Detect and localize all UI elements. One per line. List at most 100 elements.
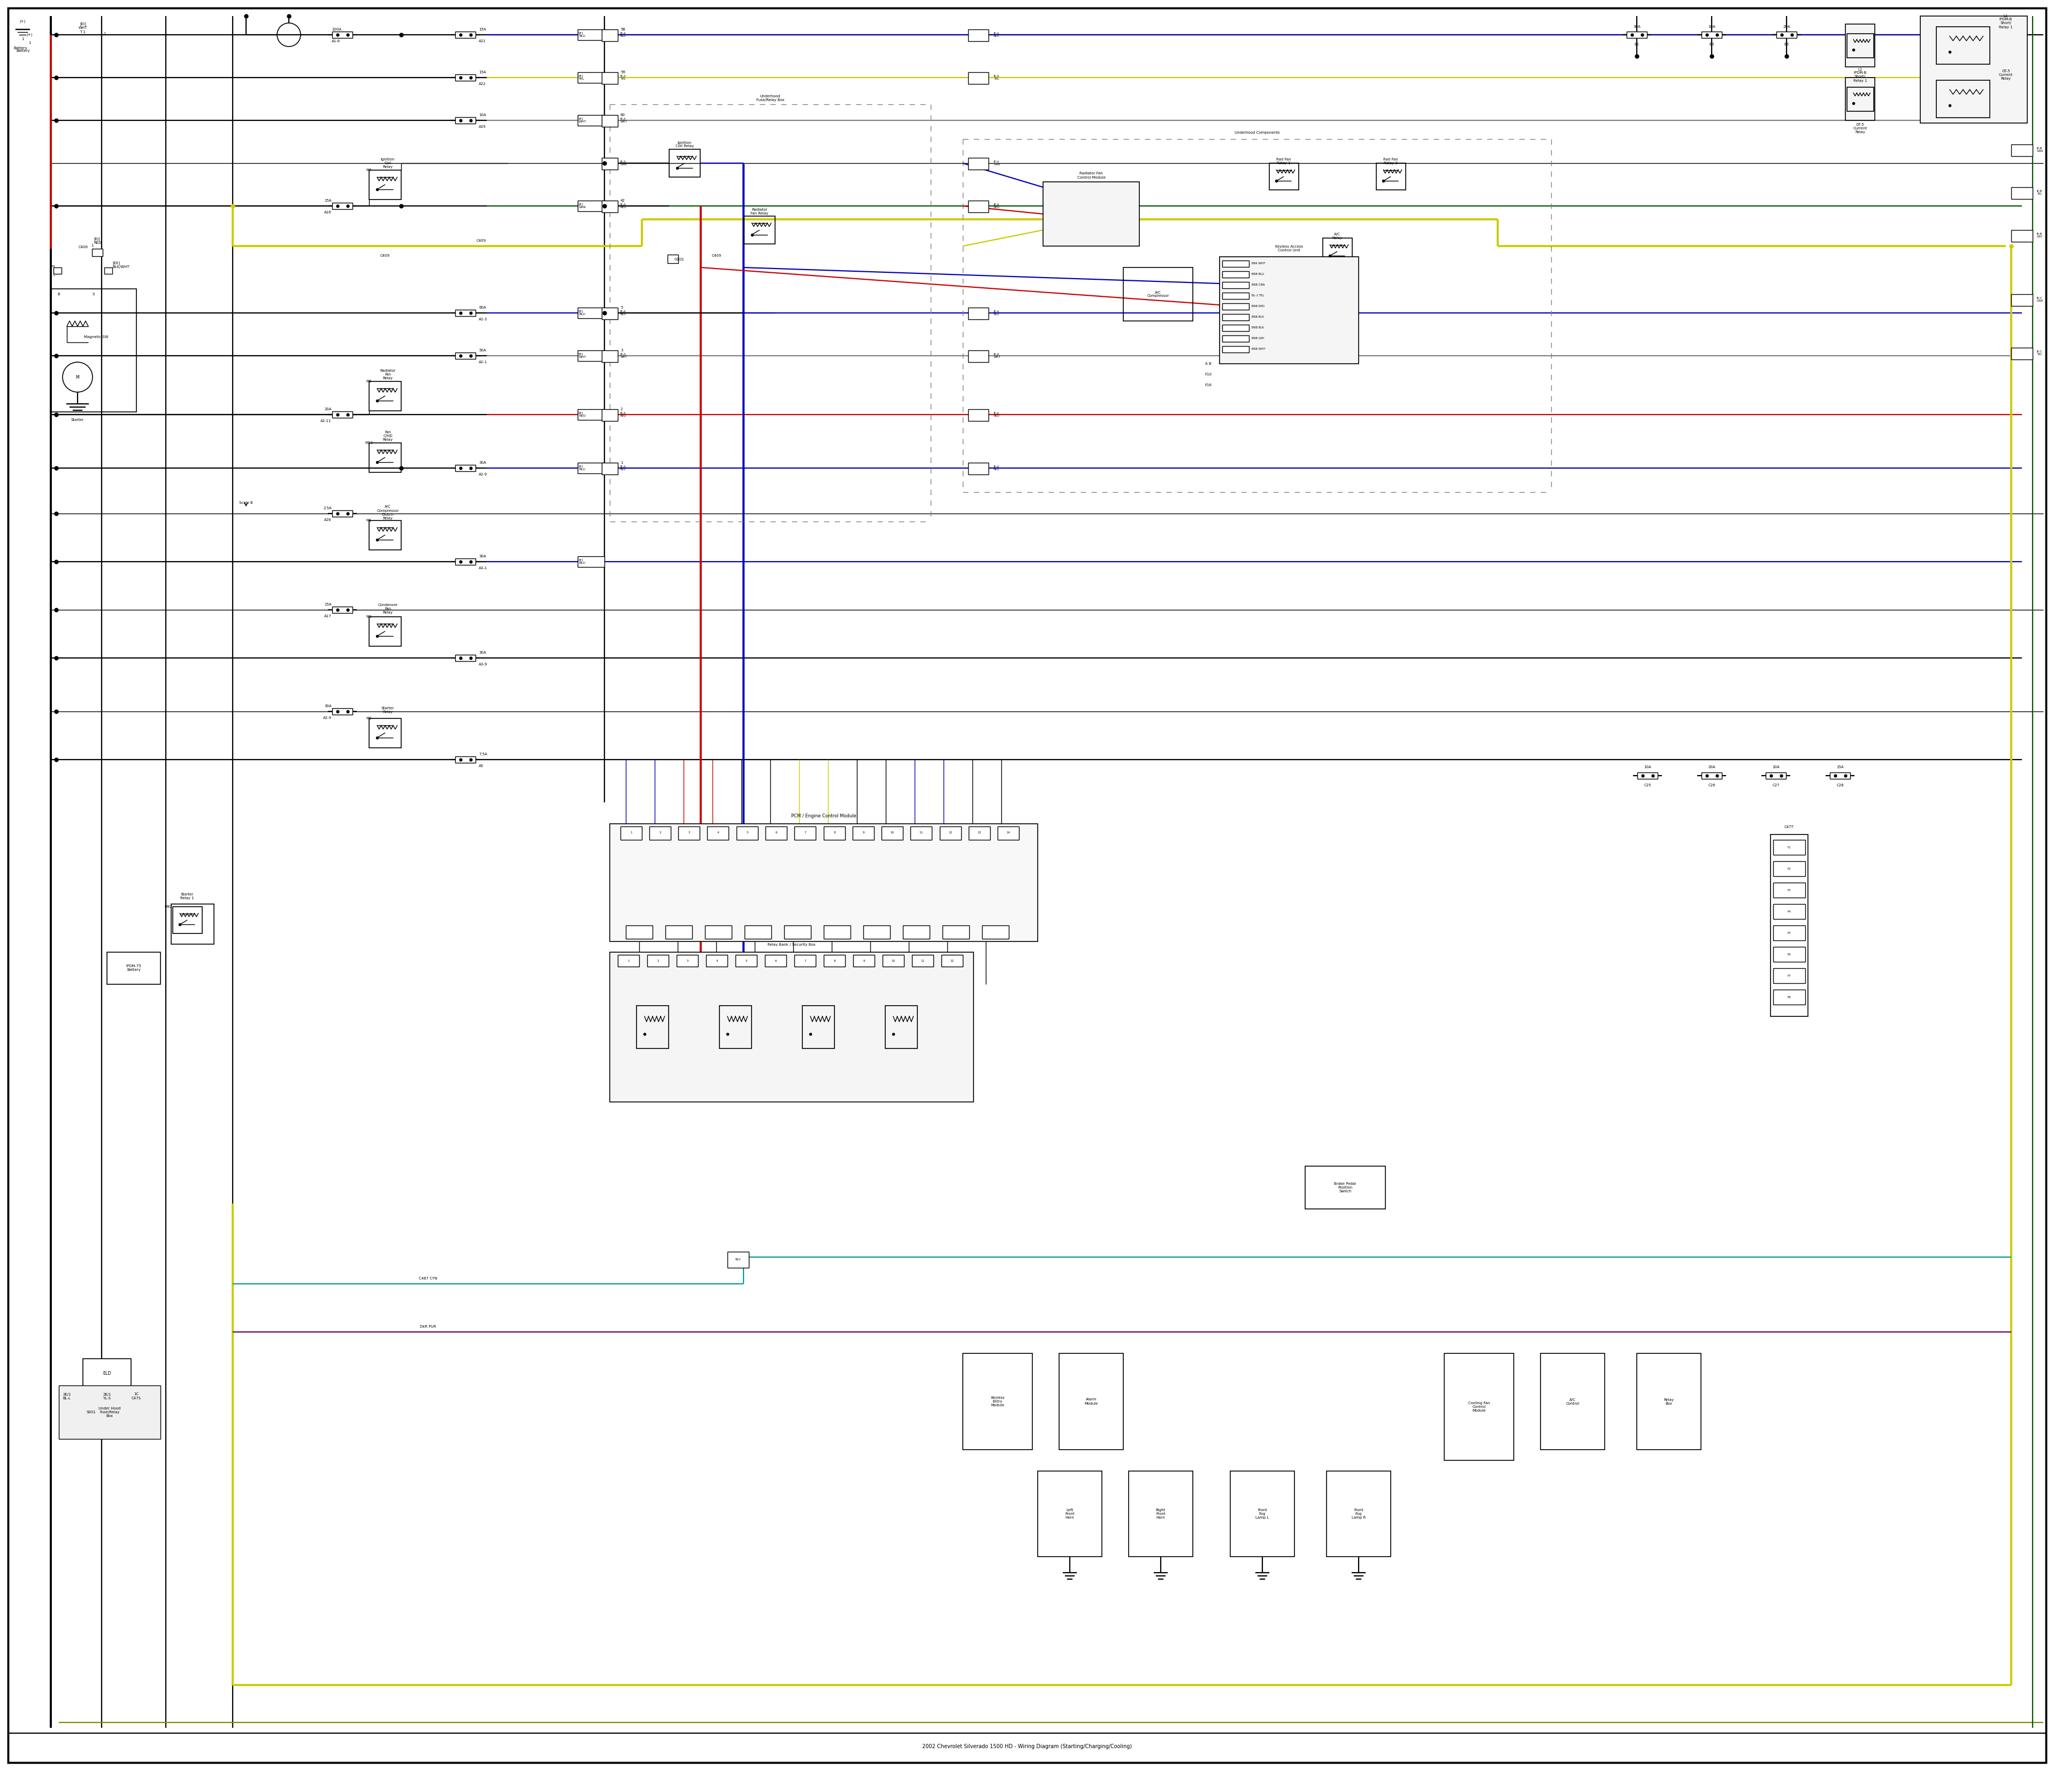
Text: IE-A
RED: IE-A RED: [994, 202, 1000, 210]
Text: IE-A
BLU: IE-A BLU: [620, 310, 626, 315]
Text: B: B: [58, 292, 60, 296]
Text: [EJ]
RED: [EJ] RED: [94, 237, 101, 244]
Bar: [333, 511, 353, 516]
Text: IE-A
BLU: IE-A BLU: [620, 466, 626, 471]
Text: 2: 2: [620, 407, 622, 410]
Text: 1: 1: [620, 461, 622, 464]
Bar: [602, 351, 618, 362]
Text: C406: C406: [78, 246, 88, 249]
Text: [E]
GRN: [E] GRN: [579, 202, 585, 210]
Text: BRB BLU: BRB BLU: [1251, 272, 1263, 276]
Text: F10: F10: [1204, 373, 1212, 376]
Text: BLU: BLU: [735, 1258, 741, 1262]
Bar: [719, 1005, 752, 1048]
Bar: [737, 826, 758, 840]
Text: A2-9: A2-9: [479, 473, 487, 477]
Bar: [626, 925, 653, 939]
Text: Scale B: Scale B: [238, 502, 253, 504]
Text: A3-1: A3-1: [479, 566, 487, 570]
Text: C409: C409: [713, 254, 721, 258]
Bar: [107, 952, 160, 984]
Bar: [577, 72, 604, 82]
Text: B3: B3: [1709, 43, 1715, 47]
Bar: [744, 925, 772, 939]
Text: 1: 1: [53, 274, 55, 276]
Text: ELD: ELD: [103, 1371, 111, 1376]
Bar: [456, 756, 477, 763]
Text: GT-5
Current
Relay: GT-5 Current Relay: [1853, 124, 1867, 134]
Text: Radiator
Fan
Relay: Radiator Fan Relay: [380, 369, 396, 380]
Text: A5: A5: [479, 765, 483, 767]
Text: Front
Fog
Lamp L: Front Fog Lamp L: [1255, 1509, 1269, 1520]
Text: IE-B
YEL: IE-B YEL: [2038, 190, 2042, 195]
Text: Under Hood
Fuse/Relay
Box: Under Hood Fuse/Relay Box: [99, 1407, 121, 1417]
Bar: [967, 409, 988, 421]
Text: IE-A
BLU: IE-A BLU: [994, 466, 1000, 471]
Text: 50A: 50A: [479, 349, 487, 351]
Bar: [1766, 772, 1787, 780]
Bar: [1937, 81, 1990, 118]
Bar: [1376, 163, 1405, 190]
Bar: [637, 1005, 670, 1048]
Text: Fan
C/HD
Relay: Fan C/HD Relay: [382, 430, 392, 441]
Text: BRB BLK: BRB BLK: [1251, 326, 1263, 330]
Bar: [881, 826, 904, 840]
Bar: [456, 310, 477, 315]
Text: 30A: 30A: [479, 461, 487, 464]
Bar: [51, 289, 136, 412]
Bar: [941, 826, 961, 840]
Bar: [744, 217, 774, 244]
Text: BL-1 TEL: BL-1 TEL: [1251, 294, 1263, 297]
Text: Relay
Box: Relay Box: [1664, 1398, 1674, 1405]
Text: 10A: 10A: [1643, 765, 1651, 769]
Bar: [602, 72, 618, 84]
Bar: [1701, 32, 1721, 38]
Text: A26: A26: [325, 518, 331, 521]
Text: Radiator
Fan Relay: Radiator Fan Relay: [750, 208, 768, 215]
Text: C487 CYN: C487 CYN: [419, 1278, 438, 1279]
Text: M4: M4: [366, 168, 372, 172]
Text: Condenser
Fan
Relay: Condenser Fan Relay: [378, 604, 398, 615]
Bar: [967, 72, 988, 84]
Bar: [1773, 862, 1805, 876]
Bar: [967, 351, 988, 362]
Bar: [1222, 260, 1249, 267]
Bar: [1222, 314, 1249, 321]
Text: (+): (+): [27, 32, 33, 36]
Text: C28: C28: [1836, 783, 1844, 787]
Bar: [1323, 238, 1352, 265]
Text: 10A: 10A: [479, 113, 487, 116]
Text: A1-6: A1-6: [331, 39, 341, 43]
Bar: [766, 826, 787, 840]
Text: G101: G101: [674, 258, 684, 262]
Text: IE-A
BLU: IE-A BLU: [994, 32, 1000, 38]
Bar: [1773, 925, 1805, 941]
Text: A3-9: A3-9: [479, 663, 487, 667]
Bar: [370, 719, 401, 747]
Bar: [1222, 271, 1249, 278]
Text: 20A: 20A: [325, 407, 331, 410]
Bar: [370, 382, 401, 410]
Text: BRB RED: BRB RED: [1251, 305, 1265, 308]
Text: 12: 12: [949, 831, 953, 835]
Text: 20A: 20A: [1783, 25, 1791, 29]
Bar: [967, 158, 988, 170]
Text: A B: A B: [1206, 362, 1212, 366]
Bar: [912, 955, 933, 966]
Text: 2E/1
YL-S: 2E/1 YL-S: [103, 1392, 111, 1400]
Bar: [577, 556, 604, 566]
Bar: [678, 826, 700, 840]
Text: L1
IPDM-B
Short/
Relay 1: L1 IPDM-B Short/ Relay 1: [1999, 14, 2013, 29]
Bar: [333, 32, 353, 38]
Bar: [610, 952, 974, 1102]
Text: [E]
WHT: [E] WHT: [579, 353, 587, 358]
Bar: [668, 254, 678, 263]
Bar: [456, 353, 477, 358]
Bar: [735, 955, 756, 966]
Text: 12: 12: [951, 959, 953, 962]
Bar: [1844, 23, 1875, 66]
Text: A2-9: A2-9: [322, 717, 331, 719]
Text: 1: 1: [90, 244, 92, 247]
Text: Battery: Battery: [14, 47, 27, 50]
Text: 15A: 15A: [325, 602, 331, 606]
